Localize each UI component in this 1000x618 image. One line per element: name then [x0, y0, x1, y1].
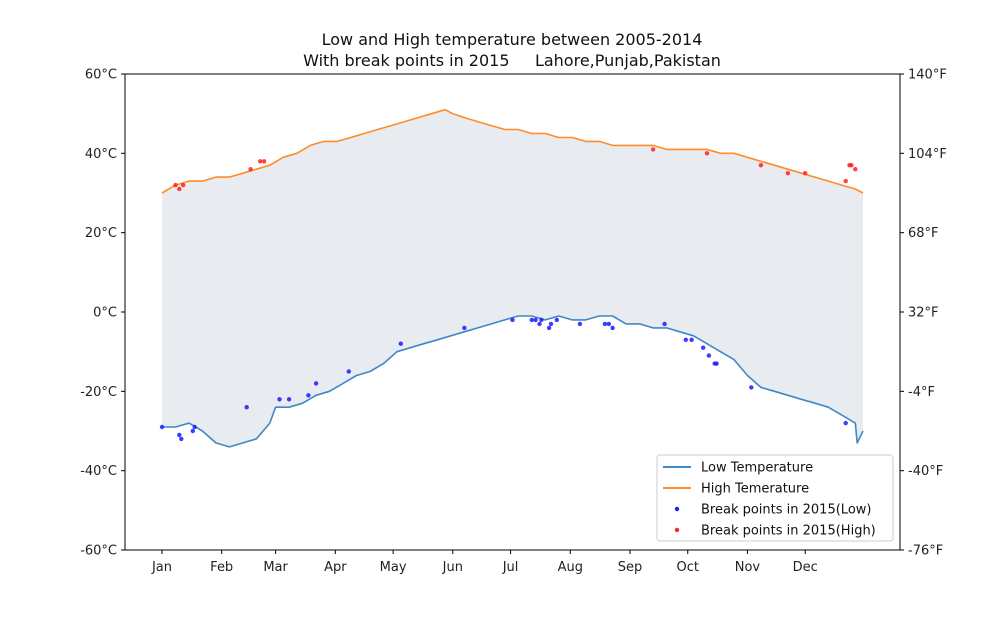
scatter-point: [650, 147, 656, 152]
scatter-point: [173, 182, 178, 188]
y-tick-label: 20°C: [85, 226, 117, 241]
scatter-point: [706, 353, 712, 358]
scatter-point: [277, 397, 282, 402]
scatter-point: [261, 159, 267, 164]
y2-tick-label: 32°F: [908, 306, 939, 321]
scatter-point: [606, 321, 611, 327]
scatter-point: [577, 321, 583, 327]
chart-subtitle: With break points in 2015 Lahore,Punjab,…: [303, 51, 721, 70]
scatter-group-low: [159, 317, 848, 442]
scatter-point: [192, 424, 197, 430]
scatter-point: [548, 321, 554, 327]
x-tick-label: Nov: [735, 560, 761, 575]
y-tick-label: -60°C: [80, 544, 117, 559]
scatter-point: [398, 341, 403, 346]
x-tick-label: Jul: [502, 560, 519, 575]
y-tick-label: 0°C: [93, 306, 117, 321]
scatter-point: [286, 397, 292, 402]
scatter-point: [190, 428, 195, 434]
y-tick-label: 40°C: [85, 147, 117, 162]
range-fill-band: [162, 109, 863, 447]
scatter-point: [248, 167, 253, 172]
y2-tick-label: 104°F: [908, 147, 947, 162]
scatter-point: [159, 424, 165, 430]
y2-tick-label: 68°F: [908, 226, 939, 241]
scatter-point: [701, 345, 706, 350]
series-line-high: [161, 108, 864, 194]
legend-box: [656, 454, 894, 542]
x-tick-label: Jun: [442, 560, 463, 575]
scatter-point: [529, 317, 534, 323]
legend-swatch-dot: [674, 527, 680, 533]
legend: Low Temperature High Temerature Break poin…: [656, 454, 894, 542]
x-tick-label: Aug: [558, 560, 583, 575]
scatter-point: [258, 159, 263, 164]
y2-tick-label: -4°F: [908, 385, 935, 400]
x-tick-label: Feb: [210, 560, 233, 575]
scatter-point: [849, 163, 854, 168]
x-tick-label: Sep: [618, 560, 643, 575]
scatter-point: [843, 420, 848, 426]
scatter-point: [610, 325, 615, 331]
legend-swatch-dot: [674, 506, 680, 512]
y2-tick-label: -76°F: [908, 544, 943, 559]
y2-tick-label: -40°F: [908, 464, 943, 479]
scatter-point: [306, 393, 311, 398]
legend-label: High Temerature: [701, 482, 809, 497]
axes: -60°C -40°C -20°C 0°C 20°C 40°C 60°C -76°F -40°F…: [80, 68, 947, 576]
y-tick-label: 60°C: [85, 68, 117, 83]
scatter-point: [179, 436, 184, 442]
y2-tick-label: 140°F: [908, 68, 947, 83]
y-tick-label: -20°C: [80, 385, 117, 400]
scatter-point: [683, 337, 688, 342]
chart-title: Low and High temperature between 2005-20…: [322, 30, 703, 49]
scatter-point: [749, 385, 754, 390]
x-tick-label: May: [380, 560, 407, 575]
scatter-point: [510, 317, 515, 323]
scatter-point: [785, 171, 791, 176]
x-tick-label: Dec: [793, 560, 818, 575]
x-tick-label: Oct: [677, 560, 699, 575]
scatter-point: [346, 369, 351, 374]
x-tick-label: Mar: [263, 560, 288, 575]
scatter-point: [177, 186, 182, 192]
scatter-point: [689, 337, 694, 342]
scatter-point: [602, 321, 608, 327]
scatter-point: [244, 405, 249, 410]
scatter-point: [539, 317, 544, 323]
scatter-point: [462, 325, 467, 331]
scatter-point: [843, 178, 848, 184]
x-tick-label: Jan: [151, 560, 172, 575]
scatter-point: [554, 317, 559, 323]
legend-label: Break points in 2015(Low): [701, 503, 871, 518]
scatter-point: [537, 321, 542, 327]
legend-label: Break points in 2015(High): [701, 524, 876, 539]
scatter-point: [533, 317, 538, 323]
scatter-point: [177, 432, 182, 438]
scatter-point: [662, 321, 667, 327]
y-tick-label: -40°C: [80, 464, 117, 479]
scatter-group-high: [173, 147, 858, 192]
scatter-point: [181, 182, 186, 188]
scatter-point: [803, 171, 808, 176]
plot-area: [159, 108, 864, 448]
scatter-point: [758, 163, 764, 168]
scatter-point: [704, 151, 710, 156]
legend-label: Low Temperature: [701, 461, 813, 476]
scatter-point: [313, 381, 319, 386]
x-tick-label: Apr: [324, 560, 347, 575]
scatter-point: [714, 361, 719, 366]
scatter-point: [546, 325, 552, 331]
scatter-point: [853, 167, 858, 172]
series-line-low: [162, 315, 864, 448]
